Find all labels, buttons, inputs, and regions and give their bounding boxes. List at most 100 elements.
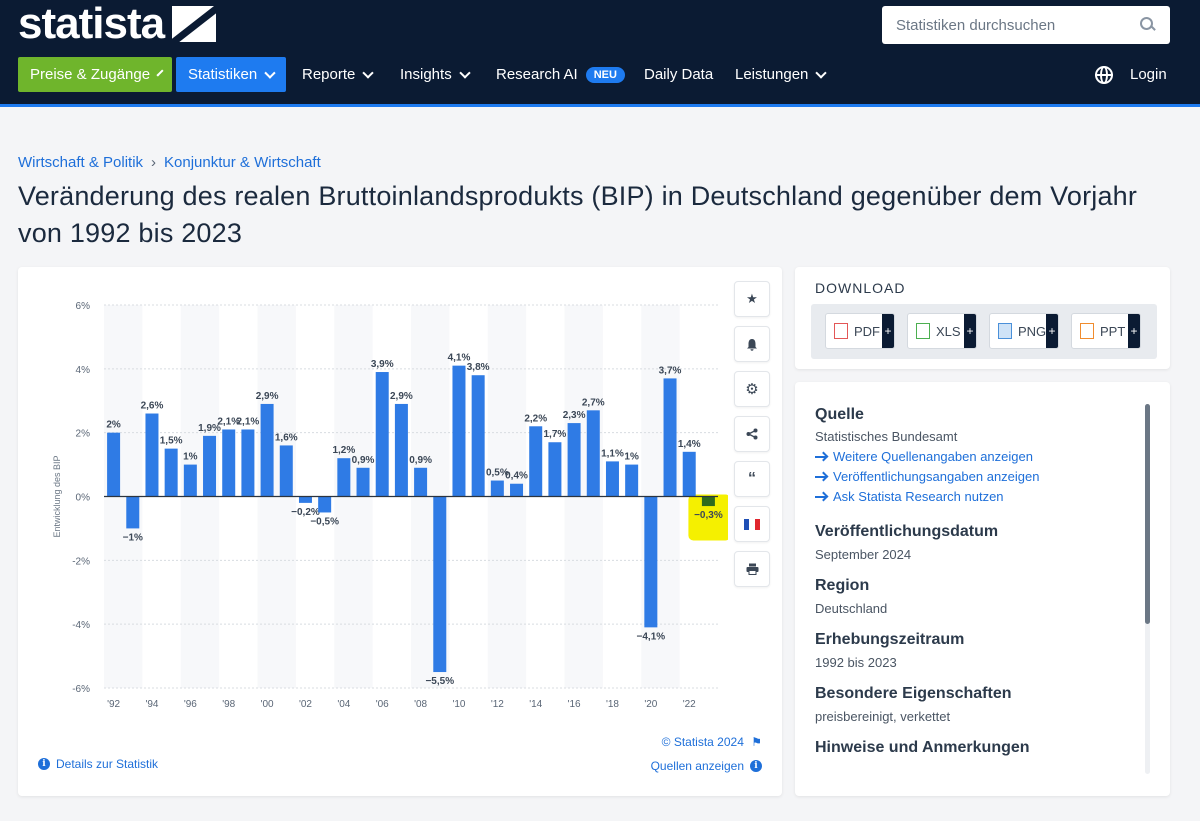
bar [567, 423, 581, 497]
y-tick-label: -6% [72, 684, 90, 695]
nav-daily-data-button[interactable]: Daily Data [632, 57, 725, 92]
x-tick-label: '02 [299, 699, 312, 710]
data-label: 0,4% [505, 471, 528, 482]
bar [701, 496, 715, 507]
breadcrumb: Wirtschaft & Politik › Konjunktur & Wirt… [18, 154, 321, 171]
x-tick-label: '16 [568, 699, 581, 710]
nav-statistiken-button[interactable]: Statistiken [176, 57, 286, 92]
nav-research-ai-button[interactable]: Research AI NEU [484, 57, 637, 92]
arrow-right-icon [815, 475, 826, 478]
nav-label: Daily Data [644, 66, 714, 83]
nav-insights-button[interactable]: Insights [388, 57, 481, 92]
data-label: 3,8% [467, 362, 490, 373]
quellen-anzeigen-link[interactable]: Quellen anzeigen i [651, 759, 762, 773]
search-box[interactable]: Statistiken durchsuchen [882, 6, 1170, 44]
zeitraum-section: Erhebungszeitraum 1992 bis 2023 [815, 631, 964, 670]
favorite-button[interactable]: ★ [734, 281, 770, 317]
x-tick-label: '12 [491, 699, 504, 710]
breadcrumb-link[interactable]: Konjunktur & Wirtschaft [164, 154, 321, 171]
x-tick-label: '08 [414, 699, 427, 710]
x-tick-label: '00 [261, 699, 274, 710]
nav-label: Statistiken [188, 66, 258, 83]
region-value: Deutschland [815, 601, 888, 616]
bar [510, 483, 524, 497]
x-tick-label: '14 [529, 699, 542, 710]
bar [433, 496, 447, 673]
breadcrumb-separator: › [151, 154, 157, 171]
y-tick-label: 6% [76, 301, 91, 312]
nav-leistungen-button[interactable]: Leistungen [723, 57, 837, 92]
bar [356, 467, 370, 497]
y-tick-label: 4% [76, 365, 91, 376]
statista-logo[interactable]: statista [18, 0, 217, 48]
data-label: −0,5% [310, 516, 339, 527]
chart-card: 6% 4% 2% 0% -2% -4% -6% Entwicklung des BIP 2% −1… [18, 267, 782, 796]
nav-reporte-button[interactable]: Reporte [290, 57, 384, 92]
page-title: Veränderung des realen Bruttoinlandsprod… [18, 181, 1138, 248]
search-input[interactable]: Statistiken durchsuchen [896, 16, 1056, 34]
bar [490, 480, 504, 497]
nav-preise-button[interactable]: Preise & Zugänge [18, 57, 172, 92]
data-label: 2,2% [524, 413, 547, 424]
x-tick-label: '94 [145, 699, 158, 710]
format-label: XLS [936, 323, 961, 339]
bar [145, 413, 159, 497]
cite-button[interactable]: “ [734, 461, 770, 497]
bar [548, 442, 562, 497]
breadcrumb-link[interactable]: Wirtschaft & Politik [18, 154, 144, 171]
ask-research-link[interactable]: Ask Statista Research nutzen [815, 489, 1040, 504]
data-label: 0,9% [409, 455, 432, 466]
chevron-down-icon [459, 66, 471, 79]
datum-value: September 2024 [815, 547, 912, 562]
x-tick-label: '96 [184, 699, 197, 710]
bar [203, 435, 217, 497]
x-tick-label: '92 [107, 699, 120, 710]
x-tick-label: '20 [644, 699, 657, 710]
nav-label: Reporte [302, 66, 356, 83]
download-png-button[interactable]: PNG + [989, 313, 1059, 349]
region-heading: Region [815, 577, 870, 594]
data-label: 3,7% [659, 365, 682, 376]
data-label: 2% [106, 420, 121, 431]
arrow-right-icon [815, 495, 826, 498]
hinweise-heading: Hinweise und Anmerkungen [815, 739, 1030, 756]
data-label: 2,3% [563, 410, 586, 421]
bar [644, 496, 658, 628]
language-button[interactable] [734, 506, 770, 542]
details-zur-statistik-link[interactable]: i Details zur Statistik [38, 757, 158, 771]
nav-label: Preise & Zugänge [30, 66, 151, 83]
download-pdf-button[interactable]: PDF + [825, 313, 895, 349]
search-icon[interactable] [1140, 17, 1156, 33]
download-xls-button[interactable]: XLS + [907, 313, 977, 349]
print-button[interactable] [734, 551, 770, 587]
copyright-link[interactable]: © Statista 2024 ⚑ [662, 735, 762, 749]
y-axis-label: Entwicklung des BIP [52, 455, 62, 537]
nav-label: Research AI [496, 66, 578, 83]
weitere-quellen-link[interactable]: Weitere Quellenangaben anzeigen [815, 449, 1040, 464]
nav-label: Insights [400, 66, 452, 83]
bar [126, 496, 140, 529]
link-label: Ask Statista Research nutzen [833, 489, 1004, 504]
info-scrollbar[interactable] [1145, 404, 1150, 624]
info-icon: i [38, 758, 50, 770]
share-button[interactable] [734, 416, 770, 452]
data-label: 1,6% [275, 432, 298, 443]
settings-button[interactable]: ⚙ [734, 371, 770, 407]
nav-label: Leistungen [735, 66, 809, 83]
download-title: DOWNLOAD [815, 280, 906, 296]
main-nav: Preise & Zugänge Statistiken Reporte Ins… [0, 57, 1200, 93]
datum-heading: Veröffentlichungsdatum [815, 523, 999, 540]
notify-button[interactable] [734, 326, 770, 362]
data-label: 1,5% [160, 436, 183, 447]
plus-icon: + [882, 314, 894, 348]
details-label: Details zur Statistik [56, 757, 159, 771]
globe-icon[interactable] [1095, 66, 1113, 84]
download-ppt-button[interactable]: PPT + [1071, 313, 1141, 349]
veroeffentlichung-link[interactable]: Veröffentlichungsangaben anzeigen [815, 469, 1040, 484]
x-tick-label: '04 [337, 699, 350, 710]
copyright-text: © Statista 2024 [661, 735, 744, 749]
hinweise-section: Hinweise und Anmerkungen [815, 739, 1030, 757]
download-card: DOWNLOAD PDF + XLS + PNG + PPT + [795, 267, 1170, 369]
bar [279, 445, 293, 497]
login-button[interactable]: Login [1118, 57, 1179, 92]
